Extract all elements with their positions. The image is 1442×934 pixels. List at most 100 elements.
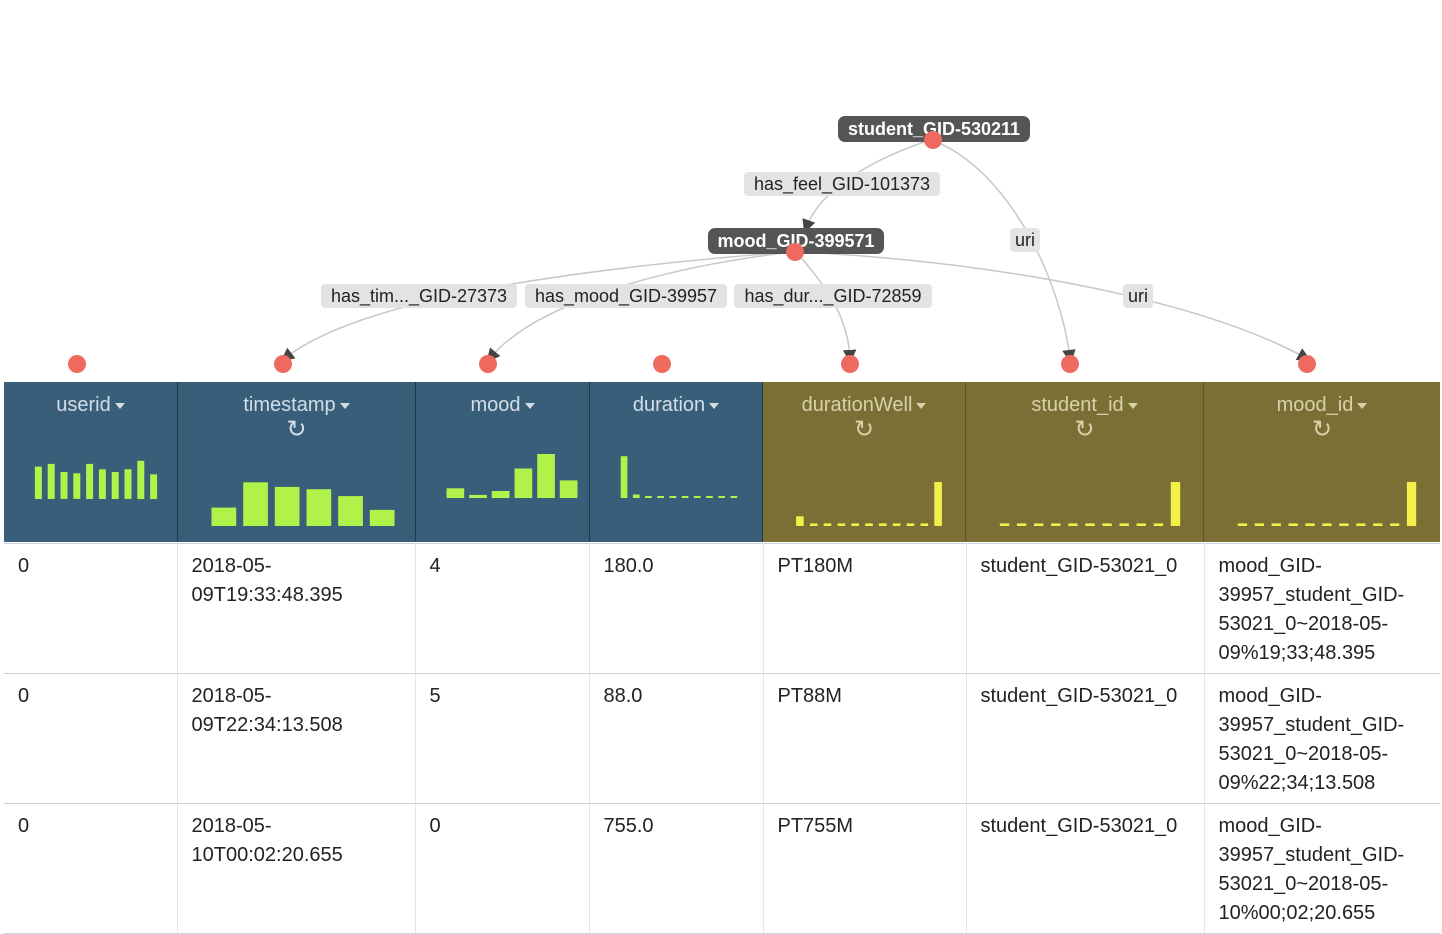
- column-anchor-student-id[interactable]: [1061, 355, 1079, 373]
- histogram-bar: [809, 523, 818, 526]
- column-anchor-mood[interactable]: [479, 355, 497, 373]
- histogram-bar: [1119, 523, 1129, 526]
- cell-student-id[interactable]: student_GID-53021_0: [966, 543, 1205, 674]
- edge-label-has-feel[interactable]: has_feel_GID-101373: [744, 172, 940, 196]
- cell-mood[interactable]: 4: [415, 543, 590, 674]
- histogram-bar: [706, 496, 713, 498]
- column-title[interactable]: mood_id: [1204, 394, 1440, 417]
- column-header-student-id[interactable]: student_id ↻: [966, 382, 1204, 542]
- column-histogram: [796, 482, 942, 526]
- cell-timestamp[interactable]: 2018-05-09T22:34:13.508: [177, 673, 416, 804]
- column-header-userid[interactable]: userid: [4, 382, 178, 542]
- cell-student-id[interactable]: student_GID-53021_0: [966, 803, 1205, 934]
- edge-label-text: has_dur..._GID-72859: [744, 286, 921, 307]
- column-name: mood_id: [1276, 394, 1354, 416]
- column-header-timestamp[interactable]: timestamp ↻: [178, 382, 416, 542]
- cell-mood-id[interactable]: mood_GID-39957_student_GID-53021_0~2018-…: [1204, 803, 1440, 934]
- cell-durationwell[interactable]: PT755M: [763, 803, 967, 934]
- cell-mood[interactable]: 0: [415, 803, 590, 934]
- table-row[interactable]: 0 2018-05-09T19:33:48.395 4 180.0 PT180M…: [4, 543, 1440, 674]
- cell-mood-id[interactable]: mood_GID-39957_student_GID-53021_0~2018-…: [1204, 673, 1440, 804]
- caret-down-icon[interactable]: [524, 402, 535, 409]
- histogram-bar: [274, 486, 300, 526]
- node-mood[interactable]: mood_GID-399571: [708, 228, 884, 261]
- refresh-icon[interactable]: ↻: [1311, 416, 1333, 443]
- refresh-icon[interactable]: ↻: [1074, 416, 1095, 443]
- cell-timestamp[interactable]: 2018-05-09T19:33:48.395: [177, 543, 416, 674]
- caret-down-icon[interactable]: [339, 402, 350, 409]
- column-title[interactable]: mood: [416, 394, 589, 417]
- table-row[interactable]: 0 2018-05-09T22:34:13.508 5 88.0 PT88M s…: [4, 673, 1440, 804]
- edge-label-has-mood[interactable]: has_mood_GID-39957: [525, 284, 727, 308]
- column-anchor-durationwell[interactable]: [841, 355, 859, 373]
- histogram-bar: [150, 474, 158, 500]
- cell-student-id[interactable]: student_GID-53021_0: [966, 673, 1205, 804]
- node-student[interactable]: student_GID-530211: [838, 116, 1030, 149]
- histogram-bar: [865, 523, 873, 526]
- column-histogram: [211, 482, 395, 526]
- edge-label-text: uri: [1015, 230, 1035, 250]
- edge-label-uri-mood[interactable]: uri: [1123, 284, 1153, 308]
- histogram-bar: [47, 463, 55, 499]
- cell-mood-id[interactable]: mood_GID-39957_student_GID-53021_0~2018-…: [1204, 543, 1440, 674]
- refresh-icon[interactable]: ↻: [853, 416, 875, 443]
- caret-down-icon[interactable]: [114, 402, 125, 409]
- edge-label-text: has_mood_GID-39957: [535, 286, 717, 307]
- cell-duration[interactable]: 88.0: [589, 673, 764, 804]
- table-row[interactable]: 0 2018-05-10T00:02:20.655 0 755.0 PT755M…: [4, 803, 1440, 934]
- cell-mood[interactable]: 5: [415, 673, 590, 804]
- histogram-bar: [1136, 523, 1146, 526]
- column-name: duration: [632, 394, 706, 416]
- column-histogram: [34, 460, 158, 500]
- histogram-bar: [1271, 523, 1281, 526]
- column-title[interactable]: duration: [590, 394, 762, 417]
- histogram-bar: [1356, 523, 1366, 526]
- refresh-icon[interactable]: ↻: [286, 416, 307, 443]
- edge-label-text: has_feel_GID-101373: [754, 174, 930, 195]
- column-anchor-userid[interactable]: [68, 355, 86, 373]
- column-title[interactable]: timestamp: [178, 394, 415, 417]
- cell-durationwell[interactable]: PT180M: [763, 543, 967, 674]
- cell-duration[interactable]: 755.0: [589, 803, 764, 934]
- histogram-bar: [999, 523, 1010, 526]
- column-header-duration[interactable]: duration: [590, 382, 763, 542]
- cell-duration[interactable]: 180.0: [589, 543, 764, 674]
- histogram-bar: [1237, 523, 1248, 526]
- histogram-bar: [1339, 523, 1349, 526]
- caret-down-icon[interactable]: [916, 402, 927, 409]
- cell-durationwell[interactable]: PT88M: [763, 673, 967, 804]
- edge-label-has-time[interactable]: has_tim..._GID-27373: [321, 284, 517, 308]
- column-title[interactable]: userid: [4, 394, 177, 417]
- edge-label-uri-student[interactable]: uri: [1010, 228, 1040, 252]
- node-label: mood_GID-399571: [717, 231, 874, 251]
- cell-userid[interactable]: 0: [4, 673, 178, 804]
- histogram-bar: [1288, 523, 1298, 526]
- column-anchor-timestamp[interactable]: [274, 355, 292, 373]
- cell-userid[interactable]: 0: [4, 543, 178, 674]
- histogram-bar: [1390, 523, 1400, 526]
- column-header-mood[interactable]: mood: [416, 382, 590, 542]
- caret-down-icon[interactable]: [1357, 402, 1368, 409]
- edge-label-has-dur[interactable]: has_dur..._GID-72859: [734, 284, 932, 308]
- caret-down-icon[interactable]: [1127, 402, 1138, 409]
- histogram-bar: [86, 463, 94, 499]
- column-name: mood: [470, 394, 521, 416]
- cell-userid[interactable]: 0: [4, 803, 178, 934]
- histogram-bar: [879, 523, 887, 526]
- caret-down-icon[interactable]: [709, 402, 720, 409]
- column-title[interactable]: student_id: [966, 394, 1203, 417]
- histogram-bar: [60, 472, 68, 499]
- histogram-bar: [645, 496, 652, 498]
- histogram-bar: [338, 496, 363, 526]
- histogram-bar: [1153, 523, 1164, 526]
- histogram-bar: [1406, 482, 1417, 526]
- column-header-mood-id[interactable]: mood_id ↻: [1204, 382, 1440, 542]
- histogram-bar: [823, 523, 832, 526]
- column-anchor-duration[interactable]: [653, 355, 671, 373]
- column-title[interactable]: durationWell: [763, 394, 965, 417]
- column-histogram: [1237, 482, 1417, 526]
- histogram-bar: [306, 489, 332, 526]
- column-header-durationwell[interactable]: durationWell ↻: [763, 382, 966, 542]
- column-anchor-mood-id[interactable]: [1298, 355, 1316, 373]
- cell-timestamp[interactable]: 2018-05-10T00:02:20.655: [177, 803, 416, 934]
